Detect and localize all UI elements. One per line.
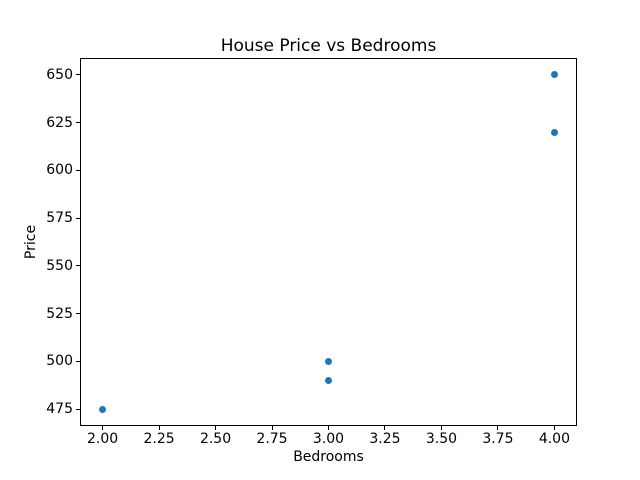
x-tick-mark [328,426,329,430]
y-tick-mark [76,74,80,76]
y-tick-label: 550 [46,257,73,274]
x-tick-mark [384,426,386,430]
x-tick-label: 2.25 [143,431,175,447]
data-point [550,71,558,79]
x-tick-mark [497,426,499,430]
x-tick-label: 3.75 [482,431,514,447]
chart-title: House Price vs Bedrooms [220,36,437,56]
x-axis-label: Bedrooms [293,449,364,465]
x-tick-label: 2.00 [86,431,119,447]
x-tick-mark [553,426,555,430]
plot-area [80,58,577,426]
y-tick-mark [76,122,80,124]
y-tick-mark [76,313,80,315]
y-tick-mark [76,265,80,267]
y-tick-label: 500 [46,353,73,370]
y-tick-label: 625 [46,114,73,131]
x-tick-label: 3.00 [312,431,345,447]
data-point [325,357,332,365]
x-tick-label: 2.75 [256,431,288,447]
x-tick-mark [158,426,160,430]
x-tick-label: 2.50 [199,431,232,447]
y-tick-mark [76,169,80,171]
x-tick-mark [215,426,217,430]
y-tick-mark [76,360,80,362]
data-point [325,377,332,385]
x-tick-mark [271,426,273,430]
y-tick-mark [76,408,80,410]
x-tick-label: 4.00 [538,431,570,447]
y-axis-label: Price [23,224,39,260]
x-tick-mark [102,426,104,430]
x-tick-label: 3.50 [425,431,458,447]
x-tick-label: 3.25 [369,431,401,447]
y-tick-label: 650 [46,66,73,83]
y-tick-label: 475 [46,401,73,418]
data-point [99,405,107,413]
y-tick-label: 525 [46,305,73,322]
data-point [550,128,558,136]
x-tick-mark [440,426,442,430]
y-tick-label: 575 [46,210,73,227]
y-tick-mark [76,217,80,219]
y-tick-label: 600 [46,162,73,179]
